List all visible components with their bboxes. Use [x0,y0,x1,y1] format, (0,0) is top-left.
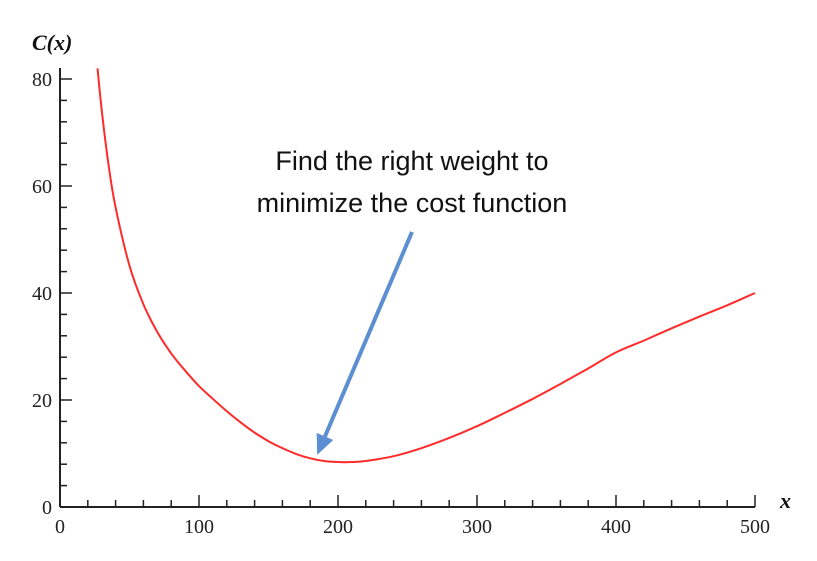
x-tick-label: 100 [184,516,214,538]
x-tick-label: 200 [323,516,353,538]
x-axis-title: x [779,488,791,513]
annotation: Find the right weight to minimize the co… [257,146,568,455]
annotation-arrowhead [316,432,334,455]
y-tick-label: 60 [32,176,52,198]
x-tick-label: 500 [740,516,770,538]
x-tick-label: 300 [462,516,492,538]
y-tick-label: 0 [42,497,52,519]
annotation-line-2: minimize the cost function [257,188,568,218]
cost-curve-line [96,68,756,464]
tick-labels: 0 100 200 300 400 500 0 20 40 60 80 [32,69,770,538]
annotation-arrow [323,231,414,438]
x-tick-label: 400 [601,516,631,538]
x-tick-label: 0 [55,516,65,538]
y-tick-label: 80 [32,69,52,91]
y-axis-title: C(x) [32,30,72,55]
y-tick-label: 40 [32,283,52,305]
annotation-line-1: Find the right weight to [275,146,548,176]
axes [59,68,755,508]
tick-marks [59,78,756,508]
y-tick-label: 20 [32,390,52,412]
